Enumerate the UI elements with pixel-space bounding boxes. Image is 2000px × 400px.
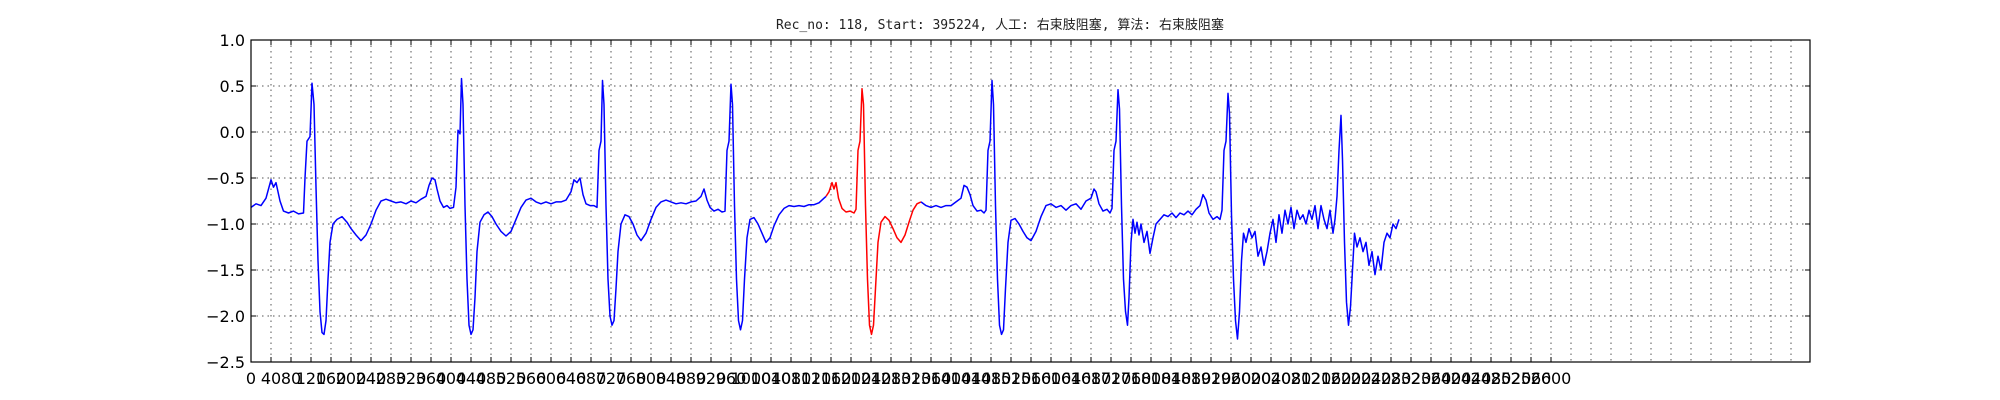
y-tick-label: −2.5 [206, 353, 245, 372]
x-tick-label: 2000 [1231, 369, 1272, 388]
ecg-series-highlighted [825, 88, 922, 336]
y-tick-label: −2.0 [206, 307, 245, 326]
x-tick-label: 2360 [1411, 369, 1452, 388]
x-tick-label: 160 [316, 369, 347, 388]
x-tick-label: 240 [356, 369, 387, 388]
x-tick-label: 1840 [1151, 369, 1192, 388]
x-tick-label: 1880 [1171, 369, 1212, 388]
y-tick-label: −0.5 [206, 169, 245, 188]
x-tick-label: 560 [516, 369, 547, 388]
x-tick-label: 320 [396, 369, 427, 388]
y-tick-label: −1.0 [206, 215, 245, 234]
axis-ticks [250, 39, 1810, 363]
x-tick-label: 720 [596, 369, 627, 388]
x-tick-label: 480 [476, 369, 507, 388]
x-tick-label: 880 [676, 369, 707, 388]
x-tick-label: 2400 [1431, 369, 1472, 388]
x-tick-label: 1640 [1051, 369, 1092, 388]
x-tick-label: 200 [336, 369, 367, 388]
x-tick-label: 680 [576, 369, 607, 388]
x-tick-label: 2320 [1391, 369, 1432, 388]
grid [250, 39, 1810, 363]
x-tick-label: 2520 [1491, 369, 1532, 388]
x-tick-label: 760 [616, 369, 647, 388]
ecg-series-after [920, 79, 1400, 340]
x-tick-label: 1480 [971, 369, 1012, 388]
x-tick-label: 1560 [1011, 369, 1052, 388]
x-tick-label: 1160 [811, 369, 852, 388]
x-tick-label: 520 [496, 369, 527, 388]
x-tick-label: 40 [261, 369, 281, 388]
x-tick-label: 2160 [1311, 369, 1352, 388]
y-tick-label: 0.0 [220, 123, 245, 142]
axis-tick-labels: 0 40 8012016020024028032036040044048052056… [206, 31, 1571, 388]
x-tick-label: 1080 [771, 369, 812, 388]
x-tick-label: 1120 [791, 369, 832, 388]
x-tick-label: 2600 [1531, 369, 1572, 388]
x-tick-label: 960 [716, 369, 747, 388]
x-tick-label: 120 [296, 369, 327, 388]
series-lines [250, 77, 1400, 340]
ecg-series-before [250, 77, 827, 336]
x-tick-label: 2040 [1251, 369, 1292, 388]
x-tick-label: 2200 [1331, 369, 1372, 388]
x-tick-label: 600 [536, 369, 567, 388]
x-tick-label: 1760 [1111, 369, 1152, 388]
x-tick-label: 400 [436, 369, 467, 388]
x-tick-label: 2240 [1351, 369, 1392, 388]
x-tick-label: 440 [456, 369, 487, 388]
x-tick-label: 2440 [1451, 369, 1492, 388]
x-tick-label: 1200 [831, 369, 872, 388]
x-tick-label: 360 [416, 369, 447, 388]
x-tick-label: 1000 [731, 369, 772, 388]
x-tick-label: 1320 [891, 369, 932, 388]
x-tick-label: 800 [636, 369, 667, 388]
x-tick-label: 1920 [1191, 369, 1232, 388]
x-tick-label: 640 [556, 369, 587, 388]
x-tick-label: 1800 [1131, 369, 1172, 388]
x-tick-label: 2080 [1271, 369, 1312, 388]
x-tick-label: 920 [696, 369, 727, 388]
x-tick-label: 1600 [1031, 369, 1072, 388]
x-tick-label: 1400 [931, 369, 972, 388]
x-tick-label: 2120 [1291, 369, 1332, 388]
x-tick-label: 0 [246, 369, 256, 388]
y-tick-label: −1.5 [206, 261, 245, 280]
x-tick-label: 1960 [1211, 369, 1252, 388]
x-tick-label: 1280 [871, 369, 912, 388]
x-tick-label: 2280 [1371, 369, 1412, 388]
x-tick-label: 840 [656, 369, 687, 388]
chart-title: Rec_no: 118, Start: 395224, 人工: 右束肢阻塞, 算… [776, 17, 1224, 33]
x-tick-label: 1240 [851, 369, 892, 388]
y-tick-label: 0.5 [220, 77, 245, 96]
x-tick-label: 80 [281, 369, 301, 388]
x-tick-label: 280 [376, 369, 407, 388]
y-tick-label: 1.0 [220, 31, 245, 50]
x-tick-label: 2480 [1471, 369, 1512, 388]
x-tick-label: 1720 [1091, 369, 1132, 388]
x-tick-label: 1520 [991, 369, 1032, 388]
x-tick-label: 1040 [751, 369, 792, 388]
x-tick-label: 1680 [1071, 369, 1112, 388]
x-tick-label: 2560 [1511, 369, 1552, 388]
x-tick-label: 1360 [911, 369, 952, 388]
x-tick-label: 1440 [951, 369, 992, 388]
